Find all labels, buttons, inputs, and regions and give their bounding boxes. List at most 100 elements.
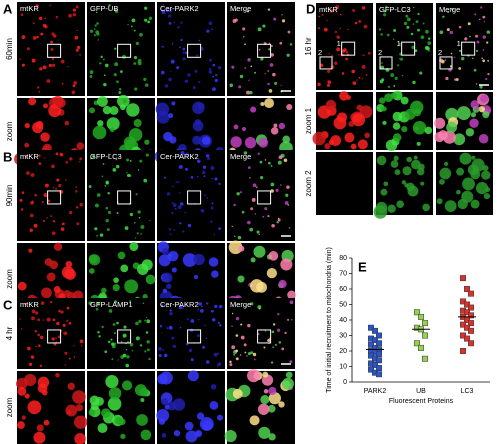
data-point bbox=[376, 357, 382, 364]
fluorescent-spot bbox=[88, 409, 96, 416]
data-point bbox=[468, 327, 474, 334]
fluorescent-spot bbox=[43, 157, 46, 159]
fluorescent-spot bbox=[120, 433, 126, 440]
fluorescent-spot bbox=[381, 78, 385, 82]
fluorescent-spot bbox=[179, 326, 182, 329]
fluorescent-spot bbox=[72, 8, 77, 12]
fluorescent-spot bbox=[88, 185, 92, 188]
fluorescent-spot bbox=[204, 324, 206, 327]
fluorescent-spot bbox=[270, 53, 274, 57]
inset-box bbox=[257, 190, 272, 205]
fluorescent-spot bbox=[171, 42, 174, 45]
data-point bbox=[468, 320, 474, 327]
fluorescent-spot bbox=[96, 32, 100, 36]
fluorescent-spot bbox=[456, 106, 471, 121]
data-point bbox=[372, 327, 378, 334]
fluorescent-spot bbox=[260, 176, 264, 180]
fluorescent-spot bbox=[257, 333, 260, 336]
fluorescent-spot bbox=[145, 316, 148, 319]
fluorescent-spot bbox=[169, 309, 172, 312]
fluorescent-spot bbox=[24, 373, 37, 387]
data-point bbox=[464, 286, 470, 292]
fluorescent-spot bbox=[163, 131, 173, 142]
fluorescent-spot bbox=[128, 128, 143, 142]
fluorescent-spot bbox=[144, 6, 148, 10]
fluorescent-spot bbox=[109, 106, 119, 115]
inset-box bbox=[187, 43, 202, 58]
fluorescent-spot bbox=[116, 80, 119, 84]
micrograph bbox=[157, 2, 225, 96]
fluorescent-spot bbox=[170, 70, 172, 73]
fluorescent-spot bbox=[362, 54, 365, 57]
fluorescent-spot bbox=[97, 39, 99, 41]
micrograph bbox=[227, 298, 295, 369]
fluorescent-spot bbox=[278, 401, 285, 408]
fluorescent-spot bbox=[193, 274, 199, 280]
micrograph bbox=[376, 3, 433, 90]
fluorescent-spot bbox=[26, 171, 30, 175]
fluorescent-spot bbox=[219, 304, 223, 309]
fluorescent-spot bbox=[398, 43, 401, 45]
fluorescent-spot bbox=[339, 91, 349, 101]
fluorescent-spot bbox=[97, 423, 108, 434]
x-tick-label: LC3 bbox=[461, 388, 474, 395]
fluorescent-spot bbox=[24, 142, 30, 148]
fluorescent-spot bbox=[58, 309, 62, 313]
fluorescent-spot bbox=[67, 65, 69, 68]
fluorescent-spot bbox=[162, 46, 165, 48]
fluorescent-spot bbox=[339, 27, 341, 30]
fluorescent-spot bbox=[122, 353, 127, 358]
fluorescent-spot bbox=[124, 226, 129, 230]
fluorescent-spot bbox=[96, 301, 101, 306]
fluorescent-spot bbox=[37, 318, 41, 322]
y-tick-label: 80 bbox=[339, 255, 347, 262]
fluorescent-spot bbox=[479, 85, 483, 89]
fluorescent-spot bbox=[169, 311, 173, 316]
fluorescent-spot bbox=[115, 164, 120, 169]
fluorescent-spot bbox=[126, 158, 130, 162]
fluorescent-spot bbox=[281, 14, 283, 16]
fluorescent-spot bbox=[420, 181, 425, 186]
fluorescent-spot bbox=[279, 41, 283, 45]
fluorescent-spot bbox=[115, 158, 118, 161]
fluorescent-spot bbox=[439, 178, 445, 185]
fluorescent-spot bbox=[125, 348, 128, 351]
fluorescent-spot bbox=[459, 152, 472, 165]
fluorescent-spot bbox=[147, 20, 151, 24]
fluorescent-spot bbox=[41, 287, 52, 299]
fluorescent-spot bbox=[203, 175, 206, 178]
data-point bbox=[372, 362, 378, 368]
fluorescent-spot bbox=[46, 317, 51, 322]
fluorescent-spot bbox=[147, 348, 150, 352]
fluorescent-spot bbox=[185, 430, 198, 443]
fluorescent-spot bbox=[79, 53, 81, 56]
fluorescent-spot bbox=[281, 19, 286, 23]
column-label: Merge bbox=[230, 152, 251, 161]
fluorescent-spot bbox=[162, 349, 165, 352]
fluorescent-spot bbox=[134, 222, 136, 224]
fluorescent-spot bbox=[169, 233, 172, 236]
fluorescent-spot bbox=[129, 242, 139, 252]
fluorescent-spot bbox=[363, 24, 368, 29]
fluorescent-spot bbox=[239, 191, 243, 194]
fluorescent-spot bbox=[250, 207, 254, 211]
fluorescent-spot bbox=[434, 131, 445, 143]
fluorescent-spot bbox=[161, 304, 164, 307]
fluorescent-spot bbox=[65, 161, 69, 164]
fluorescent-spot bbox=[162, 288, 168, 293]
fluorescent-spot bbox=[179, 222, 182, 225]
fluorescent-spot bbox=[135, 336, 140, 341]
fluorescent-spot bbox=[129, 159, 132, 162]
fluorescent-spot bbox=[31, 316, 35, 321]
x-tick-label: PARK2 bbox=[364, 388, 387, 395]
fluorescent-spot bbox=[264, 98, 275, 109]
fluorescent-spot bbox=[278, 122, 286, 130]
fluorescent-spot bbox=[458, 49, 462, 52]
inset-box bbox=[117, 329, 132, 344]
fluorescent-spot bbox=[345, 57, 348, 61]
fluorescent-spot bbox=[229, 83, 234, 88]
fluorescent-spot bbox=[196, 412, 205, 420]
fluorescent-spot bbox=[31, 58, 36, 63]
fluorescent-spot bbox=[282, 135, 291, 144]
fluorescent-spot bbox=[262, 371, 269, 378]
